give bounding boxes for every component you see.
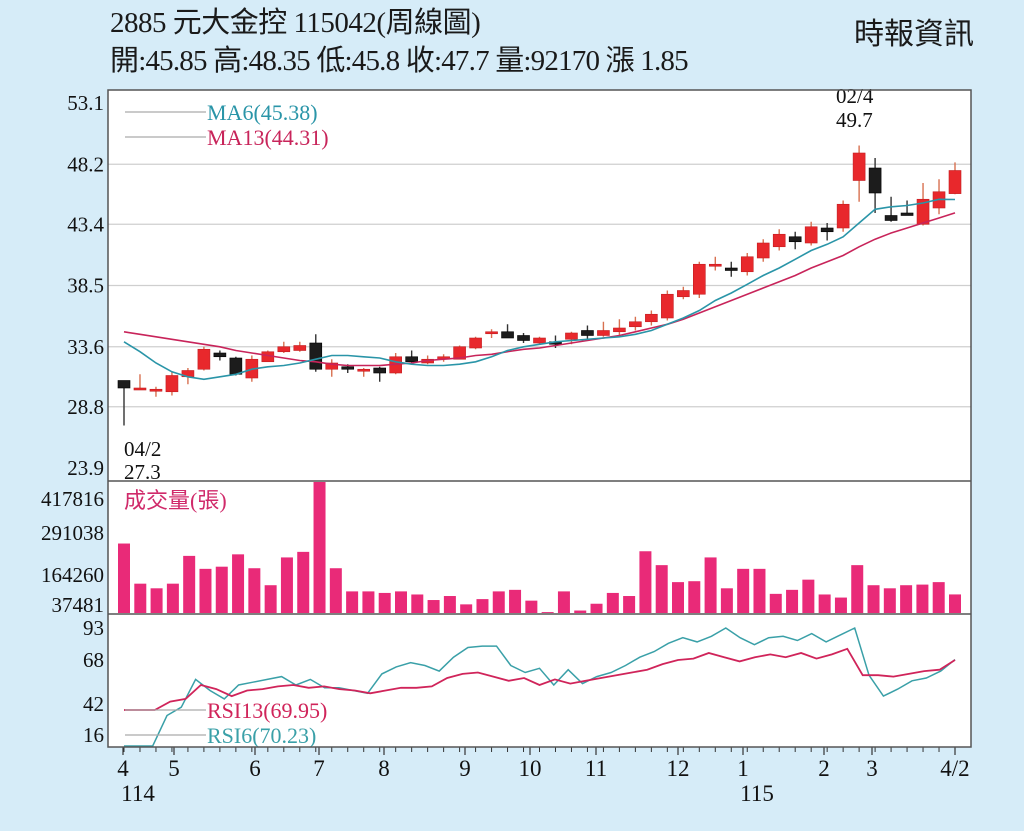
svg-text:115: 115	[740, 781, 774, 806]
gridlines	[108, 163, 971, 408]
rsi6-line	[124, 626, 956, 747]
svg-text:RSI13(69.95): RSI13(69.95)	[207, 698, 327, 723]
ma-legend: MA6(45.38)MA13(44.31)	[125, 100, 329, 150]
svg-text:27.3: 27.3	[124, 460, 161, 484]
volume-bars	[118, 482, 961, 613]
svg-text:48.2: 48.2	[67, 152, 104, 176]
rsi13-line	[124, 647, 956, 711]
candlesticks	[117, 145, 962, 426]
svg-text:6: 6	[249, 756, 261, 781]
ohlc-summary: 開:45.85 高:48.35 低:45.8 收:47.7 量:92170 漲 …	[110, 45, 689, 77]
svg-text:3: 3	[866, 756, 878, 781]
svg-text:33.6: 33.6	[67, 335, 104, 359]
svg-text:MA13(44.31): MA13(44.31)	[207, 125, 329, 150]
svg-text:38.5: 38.5	[67, 274, 104, 298]
price-annotations: 04/227.3 02/449.7	[124, 84, 874, 484]
svg-text:42: 42	[83, 692, 104, 716]
svg-text:417816: 417816	[41, 487, 104, 511]
svg-text:1: 1	[737, 756, 749, 781]
volume-title: 成交量(張)	[124, 488, 227, 513]
svg-text:4/2: 4/2	[940, 756, 969, 781]
svg-text:53.1: 53.1	[67, 91, 104, 115]
svg-text:11: 11	[585, 756, 607, 781]
rsi-y-axis: 93 68 42 16	[83, 616, 104, 747]
svg-text:4: 4	[117, 756, 129, 781]
svg-text:68: 68	[83, 648, 104, 672]
svg-text:12: 12	[667, 756, 690, 781]
plot-frame	[107, 89, 972, 748]
svg-text:8: 8	[378, 756, 390, 781]
volume-y-axis: 417816 291038 164260 37481	[41, 487, 104, 617]
svg-text:RSI6(70.23): RSI6(70.23)	[207, 723, 316, 748]
svg-text:291038: 291038	[41, 521, 104, 545]
svg-text:49.7: 49.7	[836, 108, 873, 132]
svg-text:114: 114	[121, 781, 155, 806]
ma13-line	[123, 212, 956, 367]
svg-text:28.8: 28.8	[67, 395, 104, 419]
svg-text:37481: 37481	[52, 593, 105, 617]
svg-text:43.4: 43.4	[67, 212, 104, 236]
svg-text:23.9: 23.9	[67, 456, 104, 480]
price-y-axis: 53.1 48.2 43.4 38.5 33.6 28.8 23.9	[67, 91, 104, 480]
svg-text:9: 9	[459, 756, 471, 781]
svg-text:04/2: 04/2	[124, 437, 161, 461]
chart-title: 2885 元大金控 115042(周線圖)	[110, 7, 481, 39]
svg-text:2: 2	[818, 756, 830, 781]
rsi-legend: RSI13(69.95)RSI6(70.23)	[125, 698, 327, 748]
svg-text:164260: 164260	[41, 563, 104, 587]
svg-text:MA6(45.38): MA6(45.38)	[207, 100, 318, 125]
svg-text:10: 10	[519, 756, 542, 781]
ma6-line	[123, 198, 956, 381]
plot-background	[108, 90, 971, 747]
svg-text:7: 7	[313, 756, 325, 781]
svg-text:5: 5	[168, 756, 180, 781]
svg-text:16: 16	[83, 723, 104, 747]
svg-text:93: 93	[83, 616, 104, 640]
svg-text:02/4: 02/4	[836, 84, 874, 108]
source-label: 時報資訊	[854, 18, 974, 51]
